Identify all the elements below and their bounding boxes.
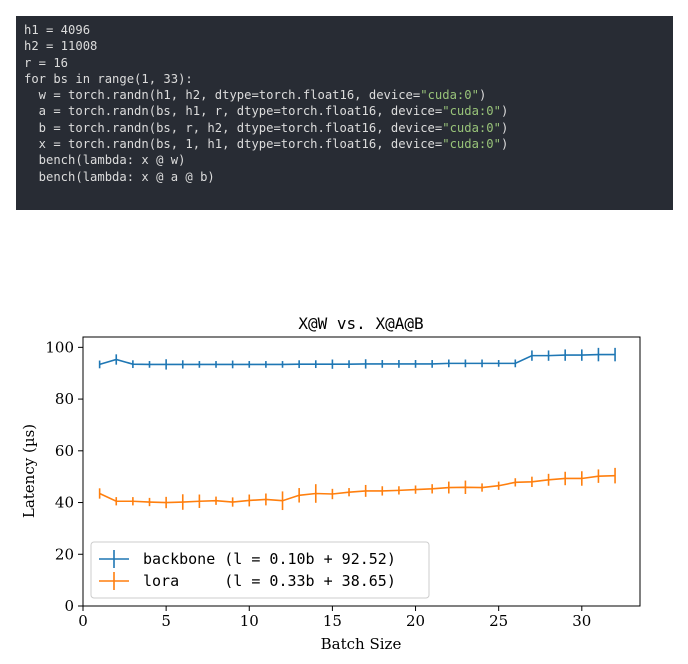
code-line: for bs in range(1, 33): bbox=[24, 71, 665, 87]
code-text: h2 = 11008 bbox=[24, 39, 98, 54]
chart-title: X@W vs. X@A@B bbox=[298, 314, 423, 333]
legend-box bbox=[90, 541, 430, 599]
code-text: b = torch.randn(bs, r, h2, dtype=torch.f… bbox=[24, 120, 443, 135]
code-text: ) bbox=[500, 104, 509, 119]
code-line: a = torch.randn(bs, h1, r, dtype=torch.f… bbox=[24, 103, 665, 119]
x-tick-label: 5 bbox=[161, 612, 171, 630]
x-tick-label: 15 bbox=[323, 612, 342, 630]
code-text: bench(lambda: x @ a @ b) bbox=[24, 169, 215, 184]
legend: backbone (l = 0.10b + 92.52) lora (l = 0.… bbox=[90, 541, 430, 599]
code-string: "cuda:0" bbox=[442, 104, 501, 119]
x-tick-label: 20 bbox=[406, 612, 425, 630]
code-text: ) bbox=[500, 120, 509, 135]
latency-chart: X@W vs. X@A@B 0 5 10 15 20 25 30 0 20 40 60 80 100 B… bbox=[20, 314, 641, 653]
code-line: bench(lambda: x @ a @ b) bbox=[24, 169, 665, 185]
code-line: h1 = 4096 bbox=[24, 22, 665, 38]
series-line-lora bbox=[99, 474, 616, 504]
code-text: h1 = 4096 bbox=[24, 23, 91, 37]
code-string: "cuda:0" bbox=[420, 88, 479, 103]
x-tick-label: 30 bbox=[572, 612, 591, 630]
series-lora bbox=[98, 467, 616, 511]
code-line: x = torch.randn(bs, 1, h1, dtype=torch.f… bbox=[24, 136, 665, 152]
code-text: bench(lambda: x @ w) bbox=[24, 153, 186, 168]
plot-frame bbox=[82, 336, 641, 607]
code-text: ) bbox=[500, 137, 509, 152]
code-text: for bs in range(1, 33): bbox=[24, 71, 193, 86]
code-string: "cuda:0" bbox=[442, 120, 501, 135]
series-line-backbone bbox=[99, 353, 616, 366]
code-line: bench(lambda: x @ w) bbox=[24, 152, 665, 168]
y-tick-label: 0 bbox=[64, 597, 74, 615]
y-tick-label: 80 bbox=[55, 390, 74, 408]
y-tick-label: 100 bbox=[45, 338, 74, 356]
x-tick-label: 25 bbox=[489, 612, 508, 630]
code-text: ) bbox=[478, 88, 487, 103]
y-tick-label: 20 bbox=[55, 545, 74, 563]
code-line: r = 16 bbox=[24, 55, 665, 71]
x-axis-label: Batch Size bbox=[321, 635, 402, 653]
code-text: x = torch.randn(bs, 1, h1, dtype=torch.f… bbox=[24, 137, 443, 152]
x-tick-label: 0 bbox=[78, 612, 88, 630]
series-backbone bbox=[98, 347, 616, 370]
code-line: w = torch.randn(h1, h2, dtype=torch.floa… bbox=[24, 87, 665, 103]
y-tick-label: 60 bbox=[55, 442, 74, 460]
code-string: "cuda:0" bbox=[442, 137, 501, 152]
code-block: h1 = 4096 h2 = 11008 r = 16 for bs in range… bbox=[16, 16, 673, 210]
code-line: b = torch.randn(bs, r, h2, dtype=torch.f… bbox=[24, 120, 665, 136]
code-line: h2 = 11008 bbox=[24, 38, 665, 54]
legend-label-lora: lora (l = 0.33b + 38.65) bbox=[143, 572, 396, 590]
code-text: r = 16 bbox=[24, 55, 69, 70]
code-text: a = torch.randn(bs, h1, r, dtype=torch.f… bbox=[24, 104, 443, 119]
x-tick-label: 10 bbox=[240, 612, 259, 630]
code-text: w = torch.randn(h1, h2, dtype=torch.floa… bbox=[24, 88, 421, 103]
y-axis-label: Latency (µs) bbox=[20, 424, 38, 518]
legend-label-backbone: backbone (l = 0.10b + 92.52) bbox=[143, 550, 396, 568]
y-tick-label: 40 bbox=[55, 494, 74, 512]
